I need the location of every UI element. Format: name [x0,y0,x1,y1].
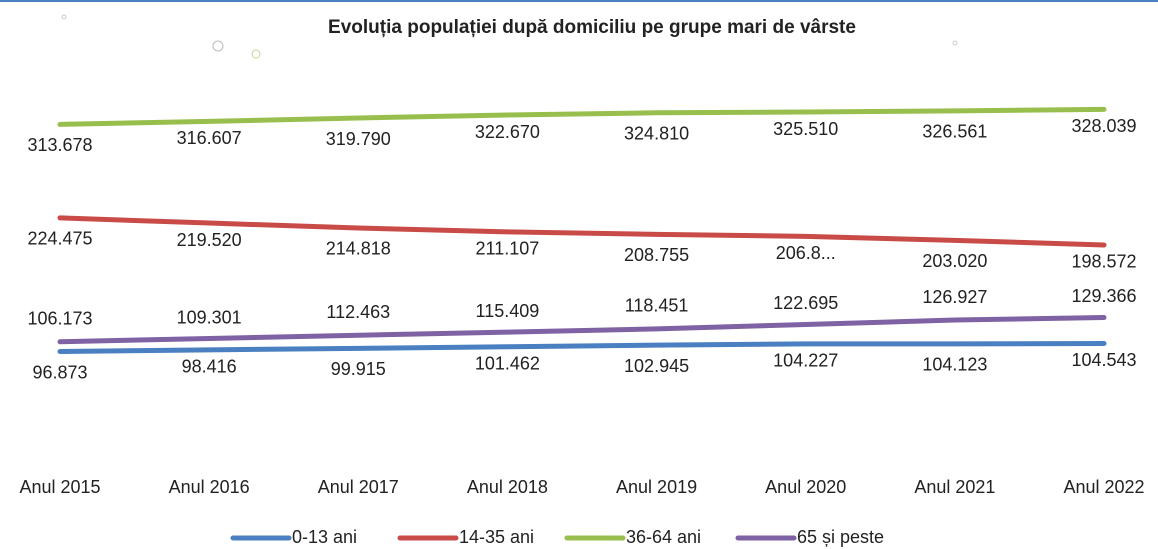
x-tick-label: Anul 2019 [616,477,697,497]
data-label: 206.8... [776,243,836,263]
series-line [57,106,1107,127]
data-label: 313.678 [27,135,92,155]
data-label: 326.561 [922,122,987,142]
data-label: 208.755 [624,245,689,265]
data-label: 324.810 [624,124,689,144]
x-tick-label: Anul 2018 [467,477,548,497]
data-label: 122.695 [773,293,838,313]
legend-label: 65 și peste [797,527,884,547]
x-tick-label: Anul 2017 [318,477,399,497]
data-label: 99.915 [331,359,386,379]
chart-title: Evoluția populației după domiciliu pe gr… [328,17,856,38]
x-tick-label: Anul 2015 [19,477,100,497]
decoration [61,14,67,20]
decoration [952,40,958,46]
data-label: 126.927 [922,287,987,307]
data-label: 101.462 [475,353,540,373]
data-label: 104.227 [773,351,838,371]
data-label: 198.572 [1071,252,1136,272]
data-label: 224.475 [27,229,92,249]
data-label: 322.670 [475,122,540,142]
data-label: 211.107 [476,239,540,259]
x-tick-label: Anul 2021 [914,477,995,497]
legend-label: 14-35 ani [459,527,534,547]
data-label: 203.020 [922,251,987,271]
data-label: 102.945 [624,356,689,376]
data-label: 96.873 [32,362,87,382]
data-label: 98.416 [182,357,237,377]
legend-label: 36-64 ani [626,527,701,547]
x-tick-label: Anul 2020 [765,477,846,497]
data-label: 328.039 [1071,116,1136,136]
data-label: 106.173 [27,309,92,329]
data-label: 118.451 [625,296,689,316]
legend-label: 0-13 ani [292,527,357,547]
data-label: 104.543 [1071,350,1136,370]
data-label: 115.409 [476,301,540,321]
data-label: 104.123 [922,355,987,375]
top-border [0,0,1158,2]
decoration [212,40,224,52]
data-label: 109.301 [177,307,242,327]
data-label: 319.790 [326,129,391,149]
series-line [57,340,1107,355]
data-label: 219.520 [177,230,242,250]
data-label: 112.463 [326,302,390,322]
data-label: 129.366 [1071,286,1136,306]
decoration [251,49,261,59]
data-label: 214.818 [326,239,391,259]
x-tick-label: Anul 2016 [169,477,250,497]
series-line [57,215,1107,248]
data-label: 325.510 [773,119,838,139]
series-line [57,314,1107,345]
data-label: 316.607 [177,128,242,148]
x-tick-label: Anul 2022 [1063,477,1144,497]
